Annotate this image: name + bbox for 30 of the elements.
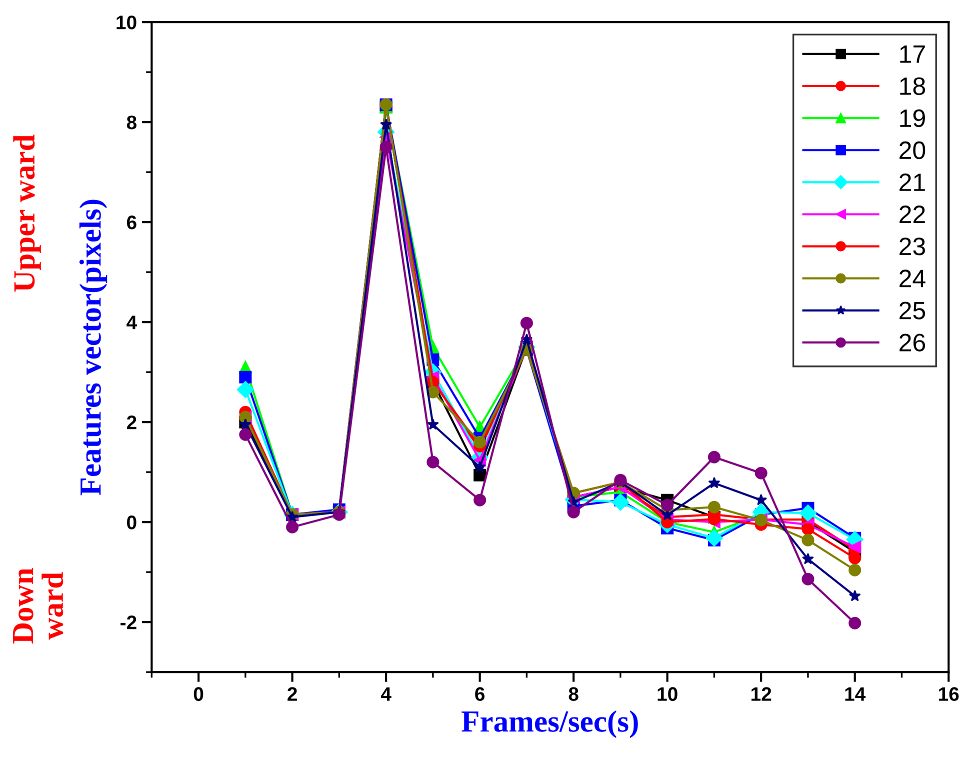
- y-tick-label: 4: [126, 316, 137, 330]
- x-tick-label: 4: [380, 687, 392, 701]
- text: Upper ward: [13, 134, 41, 292]
- y-tick-label: -2: [120, 616, 136, 630]
- y-tick-label: 8: [126, 116, 136, 130]
- x-tick-label: 0: [194, 687, 204, 701]
- legend-label: 22: [900, 206, 925, 223]
- legend-label: 20: [900, 141, 926, 160]
- text: Down ward: [12, 568, 64, 644]
- x-axis-title: Frames/sec(s): [462, 710, 638, 738]
- legend-label: 18: [900, 77, 926, 96]
- x-tick-label: 12: [752, 687, 772, 701]
- legend-label: 21: [900, 173, 925, 191]
- x-tick-label: 6: [475, 687, 485, 701]
- legend-label: 24: [900, 270, 926, 288]
- x-tick-label: 16: [939, 687, 959, 701]
- y-tick-label: 10: [116, 16, 136, 30]
- x-tick-label: 2: [288, 687, 297, 701]
- y-tick-label: 2: [126, 416, 136, 430]
- x-tick-label: 14: [845, 687, 866, 701]
- x-tick-label: 10: [658, 687, 678, 701]
- y-tick-label: 0: [127, 516, 136, 530]
- y-tick-label: 6: [126, 216, 136, 230]
- y-axis-title: Features vector(pixels): [79, 200, 108, 496]
- legend-label: 26: [900, 334, 926, 352]
- legend-label: 19: [900, 109, 925, 128]
- x-tick-label: 8: [568, 687, 578, 701]
- legend-label: 23: [900, 238, 926, 256]
- legend-label: 25: [900, 302, 926, 320]
- legend-label: 17: [900, 46, 925, 63]
